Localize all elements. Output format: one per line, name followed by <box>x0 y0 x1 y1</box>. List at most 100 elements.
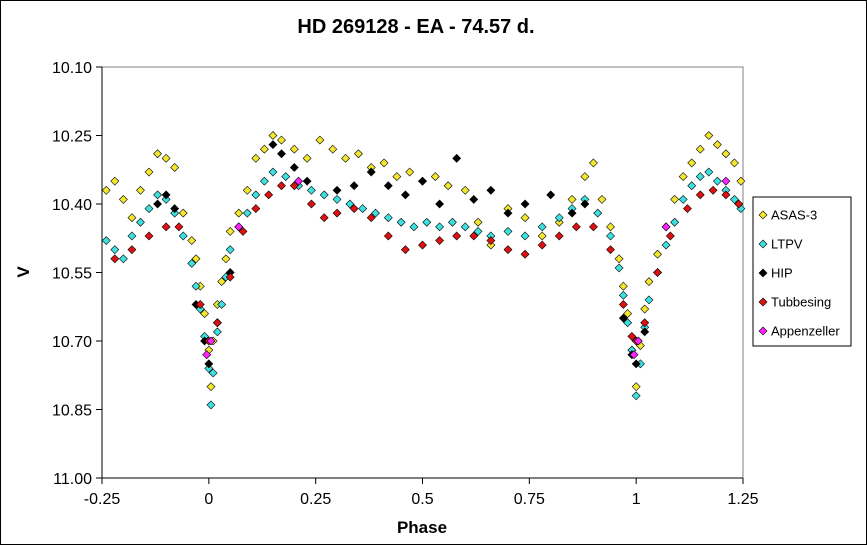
data-point-asas-3 <box>225 226 235 236</box>
data-point-hip <box>383 181 393 191</box>
data-point-asas-3 <box>554 217 564 227</box>
data-point-ltpv <box>623 318 633 328</box>
data-point-ltpv <box>242 208 252 218</box>
x-tick-label: 0.75 <box>514 491 545 508</box>
data-point-ltpv <box>396 217 406 227</box>
data-point-hip <box>469 195 479 204</box>
legend-marker-ltpv <box>758 239 768 249</box>
data-point-tubbesing <box>383 231 393 241</box>
data-point-ltpv <box>206 400 216 410</box>
data-point-ltpv <box>153 190 162 200</box>
data-point-appenzeller <box>629 350 639 360</box>
legend-label: Tubbesing <box>771 295 831 310</box>
data-point-asas-3 <box>234 208 244 218</box>
data-point-ltpv <box>212 327 222 337</box>
data-point-asas-3 <box>721 149 731 159</box>
data-point-ltpv <box>332 195 342 204</box>
data-point-tubbesing <box>721 190 731 200</box>
data-point-asas-3 <box>730 158 739 168</box>
x-tick-label: -0.25 <box>84 491 121 508</box>
legend-label: ASAS-3 <box>771 208 817 223</box>
data-point-ltpv <box>371 208 380 218</box>
legend-items: ASAS-3 LTPV HIP Tubbesing Appenzeller <box>758 208 840 339</box>
legend-item-hip: HIP <box>758 266 793 281</box>
data-point-tubbesing <box>127 245 137 255</box>
data-point-hip <box>332 185 342 195</box>
data-point-ltpv <box>281 172 291 182</box>
data-point-ltpv <box>447 217 457 227</box>
series-appenzeller <box>202 176 731 360</box>
data-point-asas-3 <box>242 185 252 195</box>
y-tick-label: 10.10 <box>52 60 92 77</box>
plot-area <box>101 66 744 479</box>
x-tick-label: 0.25 <box>300 491 331 508</box>
data-point-asas-3 <box>153 149 162 159</box>
legend-marker-tubbesing <box>758 297 768 307</box>
y-tick-label: 10.25 <box>52 129 92 146</box>
data-point-tubbesing <box>653 268 662 277</box>
data-point-ltpv <box>554 213 564 223</box>
data-point-tubbesing <box>212 318 222 328</box>
data-point-tubbesing <box>144 231 154 241</box>
data-point-hip <box>546 190 556 200</box>
legend-item-tubbesing: Tubbesing <box>758 295 831 310</box>
data-point-tubbesing <box>277 181 286 191</box>
data-point-asas-3 <box>353 149 363 159</box>
data-point-asas-3 <box>589 158 598 168</box>
data-point-hip <box>520 199 530 209</box>
x-tick-label: 1.25 <box>727 491 758 508</box>
data-point-tubbesing <box>708 185 718 195</box>
data-point-hip <box>618 313 628 323</box>
data-point-ltpv <box>144 204 154 213</box>
data-point-ltpv <box>695 172 705 182</box>
data-point-hip <box>631 359 641 369</box>
data-point-asas-3 <box>670 195 680 204</box>
data-point-hip <box>268 140 278 150</box>
data-point-asas-3 <box>606 222 615 232</box>
data-point-asas-3 <box>736 176 746 186</box>
y-tick-label: 10.85 <box>52 403 92 420</box>
data-point-asas-3 <box>653 249 662 259</box>
data-point-ltpv <box>170 208 180 218</box>
data-point-ltpv <box>225 245 235 255</box>
data-point-tubbesing <box>225 272 235 282</box>
data-point-tubbesing <box>418 240 427 250</box>
data-point-tubbesing <box>554 231 564 241</box>
legend-item-asas-3: ASAS-3 <box>758 208 817 223</box>
data-point-asas-3 <box>341 153 351 163</box>
data-point-ltpv <box>614 263 624 273</box>
data-point-asas-3 <box>217 277 227 287</box>
data-point-hip <box>204 359 214 369</box>
x-tick-label: 0.5 <box>411 491 433 508</box>
data-point-asas-3 <box>277 135 286 145</box>
data-point-ltpv <box>358 204 368 213</box>
data-point-asas-3 <box>289 144 299 154</box>
data-point-asas-3 <box>191 254 201 264</box>
data-point-ltpv <box>503 226 513 236</box>
data-point-tubbesing <box>734 199 744 209</box>
data-point-asas-3 <box>170 163 180 172</box>
y-tick-label: 10.55 <box>52 266 92 283</box>
data-point-hip <box>161 190 171 200</box>
data-point-ltpv <box>259 176 269 186</box>
data-point-appenzeller <box>234 222 244 232</box>
data-point-asas-3 <box>430 172 440 182</box>
data-point-asas-3 <box>704 131 714 140</box>
data-point-asas-3 <box>200 309 209 319</box>
data-point-hip <box>366 167 376 177</box>
data-point-asas-3 <box>473 217 483 227</box>
data-point-asas-3 <box>221 254 231 264</box>
data-point-hip <box>153 199 162 209</box>
data-point-asas-3 <box>712 140 722 150</box>
data-point-ltpv <box>661 240 671 250</box>
data-point-asas-3 <box>631 382 641 392</box>
data-point-tubbesing <box>486 236 496 245</box>
data-point-ltpv <box>251 190 261 200</box>
data-point-hip <box>640 327 650 337</box>
data-point-asas-3 <box>695 144 705 154</box>
data-point-asas-3 <box>392 172 402 182</box>
data-point-asas-3 <box>537 231 547 241</box>
data-point-ltpv <box>704 167 714 177</box>
data-point-asas-3 <box>315 135 325 145</box>
legend: ASAS-3 LTPV HIP Tubbesing Appenzeller <box>752 196 852 347</box>
